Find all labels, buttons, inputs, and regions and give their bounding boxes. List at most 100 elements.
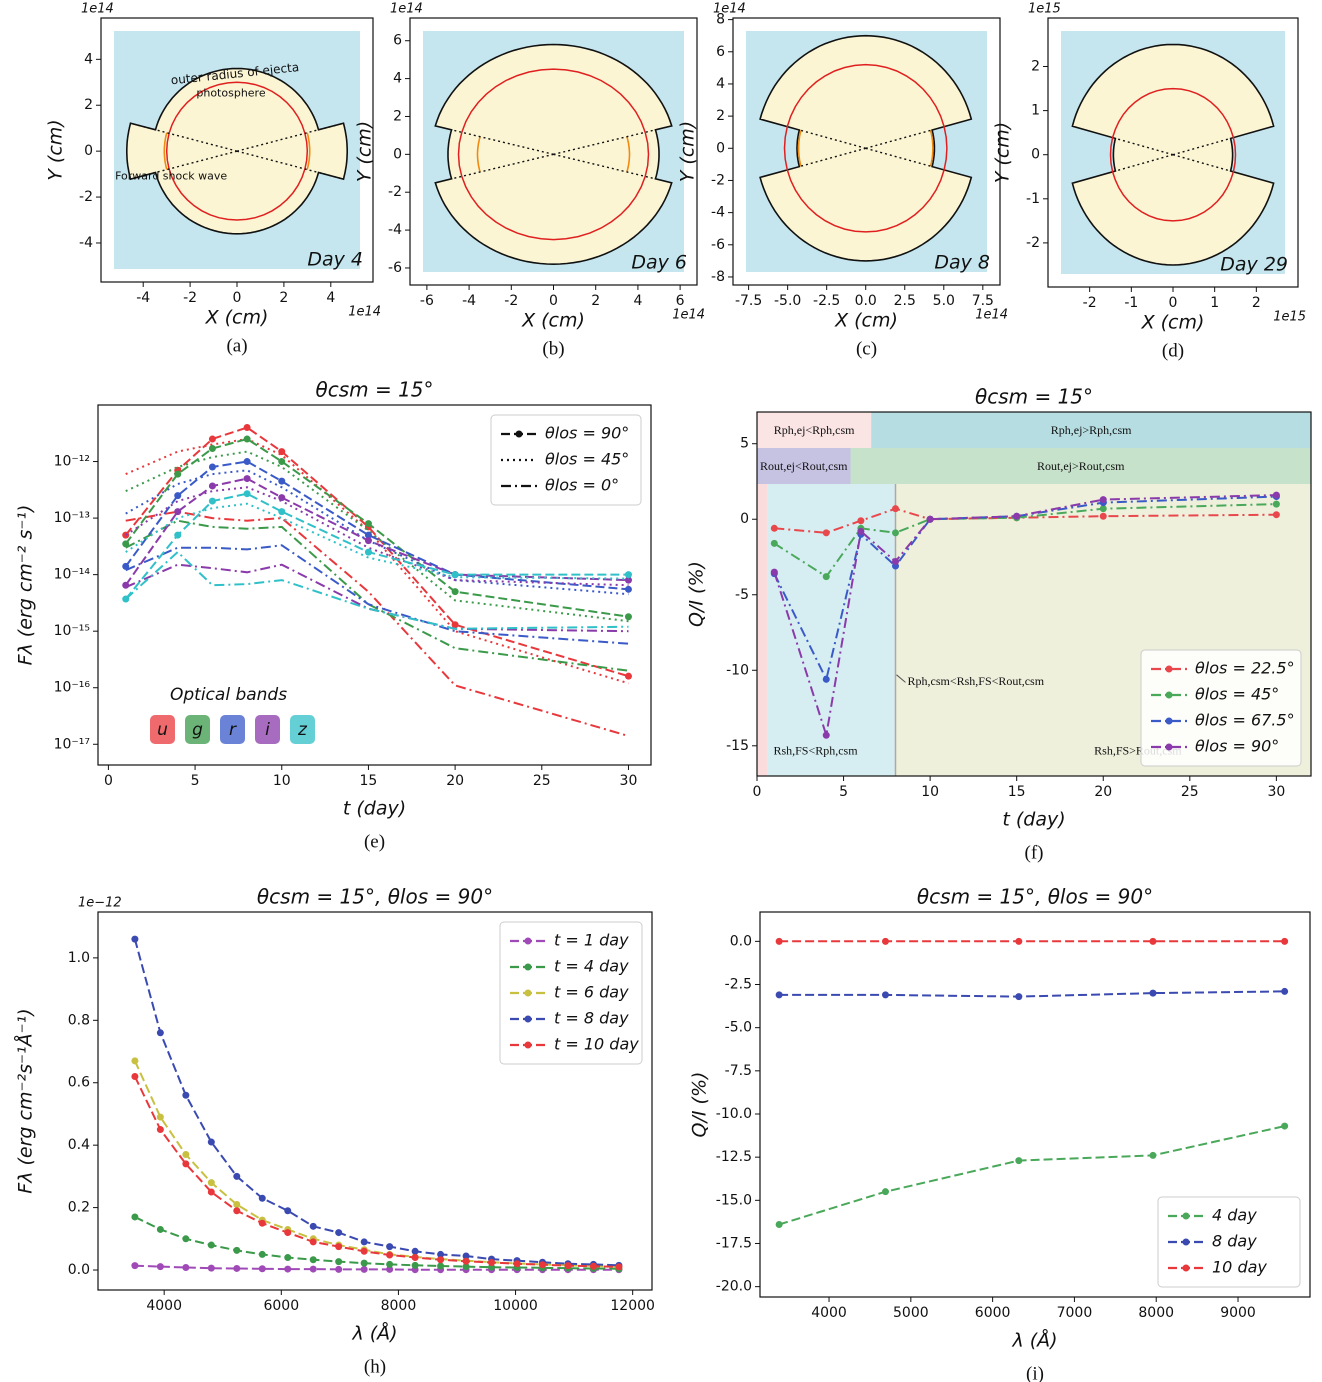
csm-edge [130, 150, 238, 180]
data-point [1281, 937, 1289, 945]
y-tick-label: -2 [711, 172, 725, 188]
legend-marker [1182, 1238, 1190, 1246]
data-point [411, 1254, 419, 1262]
band-swatch [290, 715, 315, 744]
data-point [437, 1250, 445, 1258]
data-point [182, 1264, 190, 1272]
data-point [857, 527, 865, 535]
y-tick-label: 4 [393, 71, 402, 87]
data-point [156, 1225, 164, 1233]
regime-label: Rph,ej>Rph,csm [1051, 423, 1132, 437]
legend-marker [1165, 743, 1173, 751]
y-tick-label: -2 [1026, 235, 1040, 251]
band-swatch [255, 715, 280, 744]
annotation: photosphere [196, 86, 265, 99]
y-offset-text: 1e14 [390, 2, 423, 17]
y-tick-label: 10⁻¹³ [54, 510, 90, 526]
series-line [134, 1264, 619, 1271]
data-point [437, 1256, 445, 1264]
band-swatch [150, 715, 175, 744]
data-point [564, 1262, 572, 1270]
data-point [822, 573, 830, 581]
data-point [386, 1251, 394, 1259]
data-point [364, 537, 372, 545]
chart-title: θcsm = 15° [315, 378, 433, 402]
regime-label: Rout,ej<Rout,csm [760, 459, 848, 473]
y-tick-label: 6 [716, 44, 725, 60]
legend-marker [524, 963, 532, 971]
x-tick-label: 6000 [975, 1305, 1011, 1321]
data-point [182, 1160, 190, 1168]
series-line [125, 469, 629, 596]
y-axis-label: Fλ (erg cm⁻²s⁻¹Å⁻¹) [14, 1008, 37, 1193]
data-point [309, 1238, 317, 1246]
x-tick-label: 10000 [493, 1298, 538, 1314]
data-point [131, 935, 139, 943]
data-point [284, 1265, 292, 1273]
data-point [538, 1261, 546, 1269]
data-point [258, 1250, 266, 1258]
forward-shock [797, 130, 802, 167]
legend-label: t = 8 day [554, 1009, 629, 1028]
series-line [773, 494, 1277, 736]
legend-label: θlos = 90° [545, 424, 629, 443]
x-tick-label: -2 [504, 293, 518, 309]
data-point [881, 1188, 889, 1196]
forward-shock [929, 130, 934, 167]
y-tick-label: 8 [716, 12, 725, 28]
data-point [258, 1265, 266, 1273]
day-label: Day 6 [631, 252, 687, 274]
axes-frame [732, 17, 1001, 286]
y-tick-label: -4 [79, 235, 93, 251]
axes-frame [756, 411, 1312, 777]
x-tick-label: 8000 [381, 1298, 417, 1314]
y-offset-text: 1e14 [713, 2, 746, 17]
y-tick-label: 0 [716, 140, 725, 156]
forward-shock [306, 132, 311, 170]
data-point [360, 1265, 368, 1273]
data-point [624, 585, 632, 593]
series-line [124, 477, 629, 586]
data-point [1099, 496, 1107, 504]
x-tick-label: 15 [360, 773, 378, 789]
y-tick-label: -15 [726, 738, 749, 754]
day-label: Day 29 [1220, 254, 1288, 276]
x-tick-label: 20 [1094, 784, 1112, 800]
data-point [881, 937, 889, 945]
series-line [125, 550, 629, 630]
y-tick-label: -12.5 [716, 1149, 752, 1165]
y-tick-label: -2 [79, 189, 93, 205]
data-point [775, 991, 783, 999]
regime-band [850, 448, 1311, 484]
series-line [133, 1060, 619, 1268]
data-point [488, 1259, 496, 1267]
axes-frame [100, 17, 374, 283]
regime-label: Rout,ej>Rout,csm [1037, 459, 1125, 473]
data-point [1272, 491, 1280, 499]
x-tick-label: 8000 [1138, 1305, 1174, 1321]
data-point [207, 1264, 215, 1272]
series-line [125, 450, 629, 623]
panel-caption: (i) [1026, 1363, 1044, 1382]
x-tick-label: 30 [1267, 784, 1285, 800]
data-point [437, 1262, 445, 1270]
x-tick-label: -4 [136, 290, 150, 306]
data-point [1013, 512, 1021, 520]
band-swatch [185, 715, 210, 744]
y-tick-label: 0.2 [68, 1200, 90, 1216]
x-tick-label: 25 [533, 773, 551, 789]
y-tick-label: -17.5 [716, 1235, 752, 1251]
data-point [174, 470, 182, 478]
data-point [233, 1246, 241, 1254]
data-point [156, 1263, 164, 1271]
series-line [125, 437, 629, 685]
data-point [411, 1247, 419, 1255]
x-tick-label: 10 [921, 784, 939, 800]
annotation-arrow [896, 674, 906, 683]
data-point [1099, 512, 1107, 520]
legend-marker [1165, 691, 1173, 699]
data-point [208, 435, 216, 443]
data-point [386, 1243, 394, 1251]
day-label: Day 4 [307, 249, 363, 271]
data-point [182, 1235, 190, 1243]
